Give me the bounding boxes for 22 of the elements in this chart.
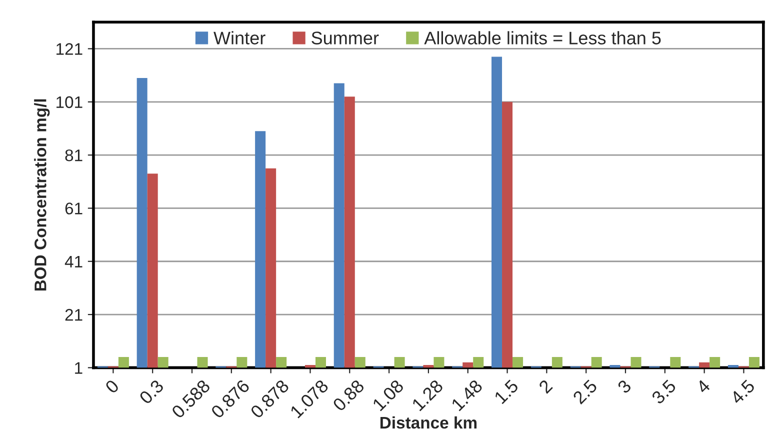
y-tick-label: 1 <box>75 362 82 374</box>
y-tick-label: 41 <box>64 256 82 268</box>
y-tick-label: 61 <box>65 202 82 214</box>
x-tick-label: 2 <box>538 379 553 394</box>
x-tick-label: 0 <box>104 378 120 394</box>
x-tick-label: 4 <box>696 378 711 394</box>
x-tick-label: 3 <box>616 379 632 394</box>
y-tick-label: 81 <box>65 149 82 162</box>
x-tick-label: 1.5 <box>494 379 520 404</box>
legend-label: Winter <box>214 31 266 44</box>
x-tick-label: 2.5 <box>572 378 598 405</box>
x-tick-label: 0.88 <box>332 378 365 412</box>
x-tick-label: 3.5 <box>650 378 677 405</box>
y-axis-title: BOD Concentration mg/l <box>34 99 50 291</box>
x-tick-label: 4.5 <box>730 379 756 405</box>
y-tick-label: 101 <box>56 96 82 108</box>
x-axis-title: Distance km <box>380 416 477 429</box>
x-tick-label: 0.3 <box>138 379 164 405</box>
legend-label: Summer <box>312 32 379 44</box>
y-tick-label: 21 <box>65 308 82 321</box>
legend-label: Allowable limits = Less than 5 <box>424 31 661 44</box>
y-tick-label: 121 <box>56 43 82 55</box>
